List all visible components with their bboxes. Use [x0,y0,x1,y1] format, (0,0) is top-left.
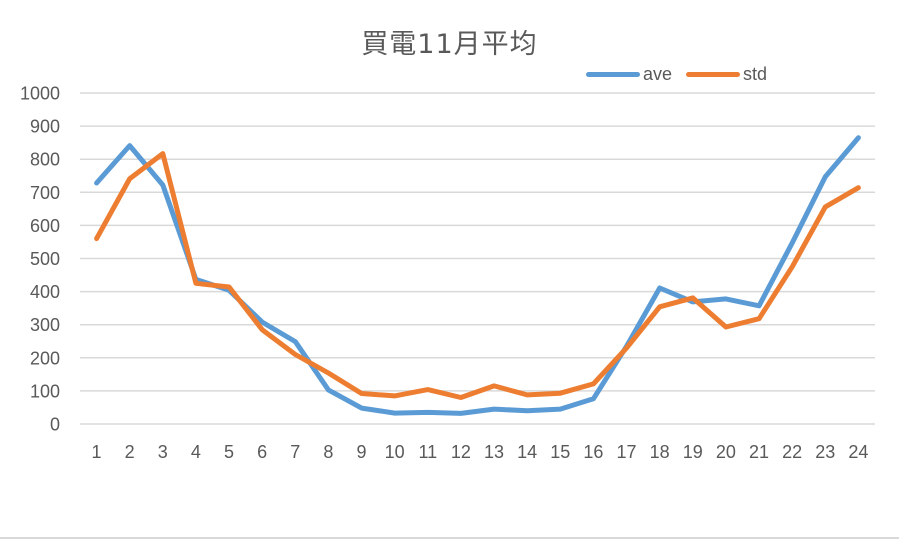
x-tick-label: 2 [125,442,135,462]
y-tick-label: 900 [30,117,60,137]
legend-line-icon-ave [586,71,640,77]
x-tick-label: 6 [257,442,267,462]
y-tick-label: 500 [30,249,60,269]
legend-label-ave: ave [643,63,673,84]
x-tick-label: 3 [158,442,168,462]
x-tick-label: 16 [583,442,603,462]
x-tick-label: 22 [782,442,802,462]
x-tick-label: 12 [451,442,471,462]
chart-legend: ave std [586,62,781,86]
y-tick-label: 1000 [20,84,60,104]
legend-item-ave: ave [586,64,672,85]
x-tick-label: 21 [749,442,769,462]
series-line-std [94,151,861,400]
gridlines [80,92,875,425]
y-tick-label: 100 [30,381,60,401]
series-lines [94,135,861,416]
x-tick-label: 15 [550,442,570,462]
legend-item-std: std [686,64,767,85]
x-tick-label: 19 [683,442,703,462]
x-tick-label: 18 [650,442,670,462]
y-tick-label: 700 [30,183,60,203]
y-tick-label: 0 [50,415,60,435]
x-tick-label: 13 [484,442,504,462]
y-tick-label: 300 [30,315,60,335]
x-tick-label: 20 [716,442,736,462]
legend-line-icon-std [686,71,741,77]
y-tick-label: 800 [30,150,60,170]
y-tick-label: 600 [30,216,60,236]
x-tick-label: 7 [290,442,300,462]
x-tick-label: 24 [848,442,868,462]
x-tick-label: 10 [385,442,405,462]
legend-label-std: std [743,63,768,84]
x-tick-label: 8 [323,442,333,462]
x-tick-label: 11 [418,442,437,462]
x-tick-label: 4 [191,442,201,462]
y-tick-label: 400 [30,282,60,302]
x-tick-label: 14 [517,442,537,462]
x-tick-label: 23 [815,442,835,462]
x-tick-label: 9 [357,442,367,462]
y-axis-labels: 0 100 200 300 400 500 600 700 800 900 1000 [20,84,60,435]
x-tick-label: 5 [224,442,234,462]
x-tick-label: 1 [92,442,102,462]
chart-bottom-border [0,537,899,539]
chart-title: 買電11月平均 [361,29,538,60]
y-tick-label: 200 [30,348,60,368]
x-tick-label: 17 [617,442,637,462]
series-line-ave [94,135,861,416]
x-axis-labels: 1 2 3 4 5 6 7 8 9 10 11 12 13 14 15 16 17 18 19 20 21 22 23 24 [92,442,869,462]
